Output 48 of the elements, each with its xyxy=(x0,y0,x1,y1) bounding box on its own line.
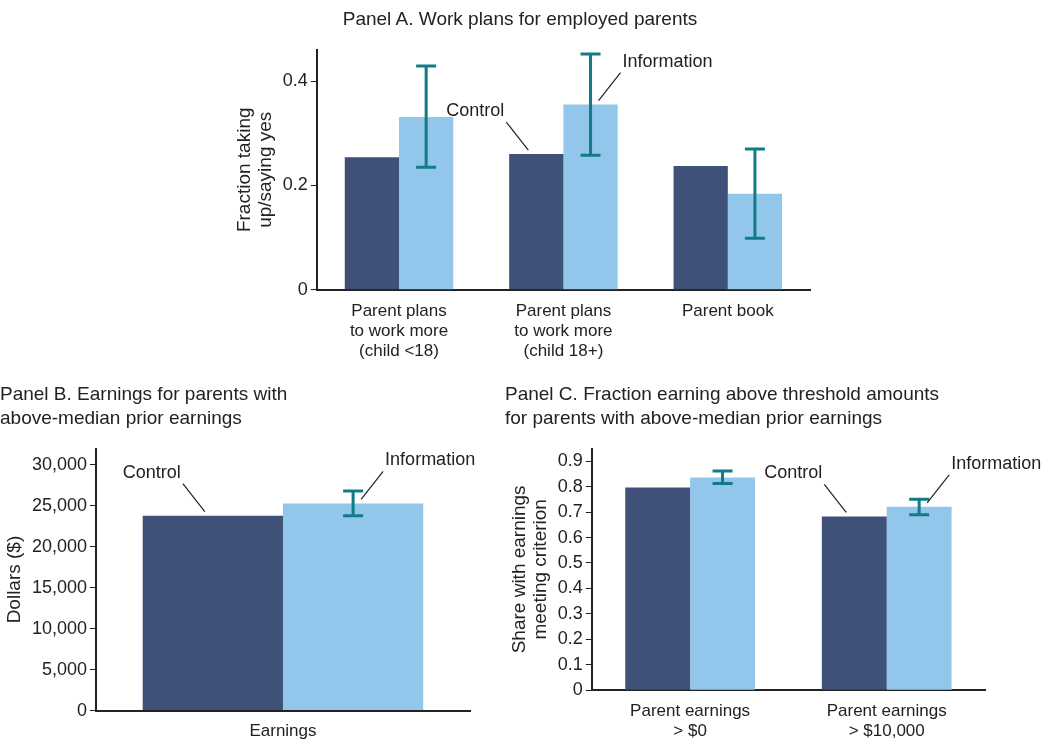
bar xyxy=(344,157,400,290)
bar xyxy=(690,477,755,690)
y-tick-label: 0.7 xyxy=(557,501,583,522)
y-tick-label: 0.4 xyxy=(557,577,583,598)
chart-title: Panel B. Earnings for parents with above-median prior earnings xyxy=(0,383,288,428)
bar xyxy=(673,166,728,290)
series-label: Information xyxy=(622,50,713,71)
series-label: Control xyxy=(446,100,505,121)
x-tick-label: Earnings xyxy=(249,721,317,741)
y-tick-label: 0.4 xyxy=(282,70,308,91)
bar xyxy=(563,104,618,290)
y-tick-label: 0 xyxy=(297,278,308,299)
x-tick-label: Parent book xyxy=(681,300,775,320)
y-tick-label: 0 xyxy=(76,699,87,720)
y-tick-label: 25,000 xyxy=(31,494,87,515)
y-tick-label: 0.5 xyxy=(557,551,583,572)
chart-title: Panel A. Work plans for employed parents xyxy=(342,8,698,30)
y-tick-label: 15,000 xyxy=(31,576,87,597)
chart-title: Panel C. Fraction earning above threshold amounts for parents with above-median prior earnings xyxy=(505,383,940,428)
y-tick-label: 0.1 xyxy=(557,653,583,674)
y-tick-label: 0.3 xyxy=(557,602,583,623)
y-axis-title: Share with earnings meeting criterion xyxy=(507,485,550,654)
y-tick-label: 0.2 xyxy=(282,174,308,195)
y-tick-label: 0.9 xyxy=(557,450,583,471)
y-tick-label: 20,000 xyxy=(31,535,87,556)
y-tick-label: 0 xyxy=(572,679,583,700)
series-label: Information xyxy=(951,452,1042,473)
bar xyxy=(625,487,691,690)
bar xyxy=(821,516,887,690)
y-tick-label: 0.8 xyxy=(557,475,583,496)
y-tick-label: 5,000 xyxy=(41,658,87,679)
bar xyxy=(399,117,454,290)
y-tick-label: 0.2 xyxy=(557,628,583,649)
x-tick-label: Parent earnings > $0 xyxy=(630,701,751,741)
series-label: Information xyxy=(385,449,476,470)
bar xyxy=(886,506,952,690)
bar xyxy=(509,154,564,290)
x-tick-label: Parent earnings > $10,000 xyxy=(826,701,947,741)
x-tick-label: Parent plans to work more (child 18+) xyxy=(514,300,613,361)
bar xyxy=(727,193,783,290)
y-axis-title: Dollars ($) xyxy=(2,535,24,624)
x-tick-label: Parent plans to work more (child <18) xyxy=(349,300,449,361)
y-tick-label: 30,000 xyxy=(31,453,87,474)
series-label: Control xyxy=(764,462,823,483)
y-tick-label: 10,000 xyxy=(31,617,87,638)
y-tick-label: 0.6 xyxy=(557,526,583,547)
y-axis-title: Fraction taking up/saying yes xyxy=(232,107,275,233)
series-label: Control xyxy=(122,461,181,482)
